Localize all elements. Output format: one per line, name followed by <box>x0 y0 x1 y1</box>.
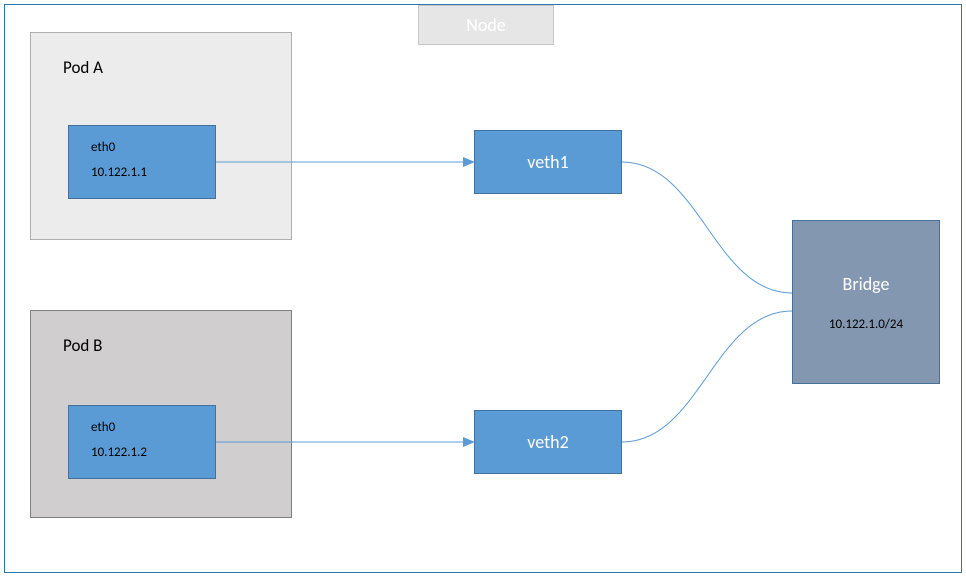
pod-b-eth0-name: eth0 <box>91 416 215 441</box>
veth2: veth2 <box>474 410 622 474</box>
pod-b-title: Pod B <box>63 335 102 356</box>
veth1-label: veth1 <box>527 151 568 173</box>
pod-a-eth0-name: eth0 <box>91 136 215 161</box>
pod-a-title: Pod A <box>63 57 103 78</box>
bridge-label: Bridge <box>843 273 890 295</box>
node-header-label: Node <box>466 14 506 36</box>
pod-a-eth0: eth0 10.122.1.1 <box>68 125 216 199</box>
node-header: Node <box>418 5 554 45</box>
bridge: Bridge 10.122.1.0/24 <box>792 220 940 384</box>
bridge-subnet: 10.122.1.0/24 <box>829 317 903 332</box>
pod-b-eth0-ip: 10.122.1.2 <box>91 441 215 466</box>
pod-b-eth0: eth0 10.122.1.2 <box>68 405 216 479</box>
diagram-canvas: Node Pod A eth0 10.122.1.1 Pod B eth0 10… <box>0 0 966 577</box>
pod-a-eth0-ip: 10.122.1.1 <box>91 161 215 186</box>
veth2-label: veth2 <box>527 431 568 453</box>
veth1: veth1 <box>474 130 622 194</box>
